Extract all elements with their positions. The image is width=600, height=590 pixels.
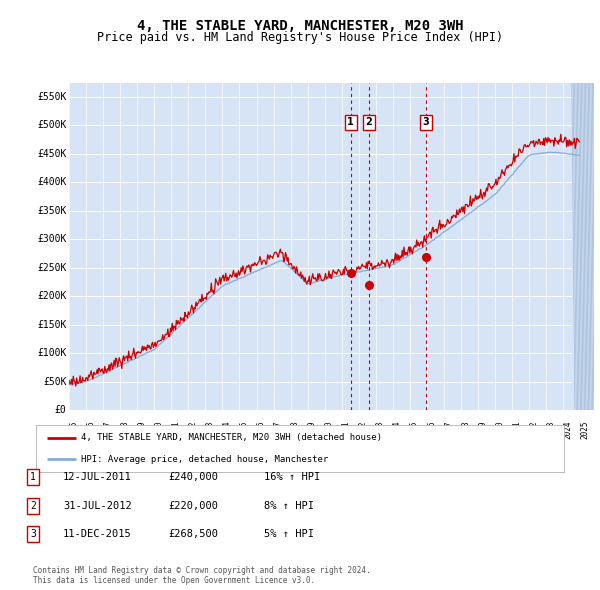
Text: 2020: 2020	[495, 420, 504, 439]
Text: £300K: £300K	[37, 234, 67, 244]
Text: £150K: £150K	[37, 320, 67, 330]
Text: £450K: £450K	[37, 149, 67, 159]
Text: £250K: £250K	[37, 263, 67, 273]
Text: 2019: 2019	[478, 420, 487, 439]
Text: 4, THE STABLE YARD, MANCHESTER, M20 3WH: 4, THE STABLE YARD, MANCHESTER, M20 3WH	[137, 19, 463, 33]
Text: 3: 3	[30, 529, 36, 539]
Text: 2008: 2008	[290, 420, 299, 439]
Text: 2015: 2015	[410, 420, 419, 439]
Text: 2011: 2011	[342, 420, 351, 439]
Text: 2010: 2010	[325, 420, 334, 439]
Text: 1999: 1999	[137, 420, 146, 439]
Text: 1997: 1997	[103, 420, 112, 439]
Text: 2003: 2003	[205, 420, 214, 439]
Text: 3: 3	[422, 117, 430, 127]
Text: Price paid vs. HM Land Registry's House Price Index (HPI): Price paid vs. HM Land Registry's House …	[97, 31, 503, 44]
Text: 1998: 1998	[120, 420, 129, 439]
Text: 1996: 1996	[86, 420, 95, 439]
Text: 2023: 2023	[546, 420, 555, 439]
Text: 31-JUL-2012: 31-JUL-2012	[63, 501, 132, 510]
Text: 2012: 2012	[359, 420, 368, 439]
Text: 2022: 2022	[529, 420, 538, 439]
Text: £50K: £50K	[43, 376, 67, 386]
Text: 2017: 2017	[444, 420, 453, 439]
Text: £268,500: £268,500	[168, 529, 218, 539]
Text: 1: 1	[347, 117, 354, 127]
Text: HPI: Average price, detached house, Manchester: HPI: Average price, detached house, Manc…	[81, 455, 328, 464]
Text: 2024: 2024	[563, 420, 572, 439]
Text: 2001: 2001	[171, 420, 180, 439]
Text: 2016: 2016	[427, 420, 436, 439]
Text: 2: 2	[30, 501, 36, 510]
Text: 2013: 2013	[376, 420, 385, 439]
Text: 4, THE STABLE YARD, MANCHESTER, M20 3WH (detached house): 4, THE STABLE YARD, MANCHESTER, M20 3WH …	[81, 433, 382, 442]
Text: £220,000: £220,000	[168, 501, 218, 510]
Text: Contains HM Land Registry data © Crown copyright and database right 2024.
This d: Contains HM Land Registry data © Crown c…	[33, 566, 371, 585]
Text: £0: £0	[55, 405, 67, 415]
Text: £240,000: £240,000	[168, 473, 218, 482]
Text: 2021: 2021	[512, 420, 521, 439]
Text: £100K: £100K	[37, 348, 67, 358]
Text: 11-DEC-2015: 11-DEC-2015	[63, 529, 132, 539]
Text: 2014: 2014	[393, 420, 402, 439]
Text: 2009: 2009	[308, 420, 317, 439]
Text: £500K: £500K	[37, 120, 67, 130]
Text: 12-JUL-2011: 12-JUL-2011	[63, 473, 132, 482]
Text: 1: 1	[30, 473, 36, 482]
Text: £550K: £550K	[37, 92, 67, 102]
Text: £400K: £400K	[37, 177, 67, 187]
Text: £200K: £200K	[37, 291, 67, 301]
Text: £350K: £350K	[37, 206, 67, 216]
Text: 2000: 2000	[154, 420, 163, 439]
Text: 16% ↑ HPI: 16% ↑ HPI	[264, 473, 320, 482]
Text: 2004: 2004	[223, 420, 232, 439]
Text: 2: 2	[365, 117, 372, 127]
Text: 2007: 2007	[274, 420, 283, 439]
Text: 5% ↑ HPI: 5% ↑ HPI	[264, 529, 314, 539]
Text: 2006: 2006	[257, 420, 265, 439]
Text: 2002: 2002	[188, 420, 197, 439]
Text: 1995: 1995	[69, 420, 78, 439]
Text: 2018: 2018	[461, 420, 470, 439]
Text: 8% ↑ HPI: 8% ↑ HPI	[264, 501, 314, 510]
Text: 2005: 2005	[239, 420, 248, 439]
Text: 2025: 2025	[580, 420, 589, 439]
